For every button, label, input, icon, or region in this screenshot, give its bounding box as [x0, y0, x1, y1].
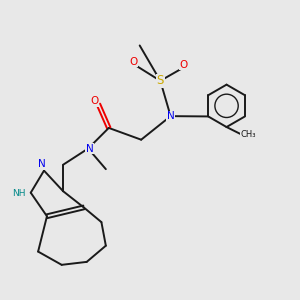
Text: O: O [130, 57, 138, 67]
Text: S: S [157, 74, 164, 87]
Text: N: N [38, 159, 46, 169]
Text: N: N [86, 143, 94, 154]
Text: NH: NH [12, 189, 26, 198]
Text: N: N [167, 111, 175, 121]
Text: CH₃: CH₃ [240, 130, 256, 139]
Text: O: O [90, 96, 98, 106]
Text: O: O [180, 60, 188, 70]
